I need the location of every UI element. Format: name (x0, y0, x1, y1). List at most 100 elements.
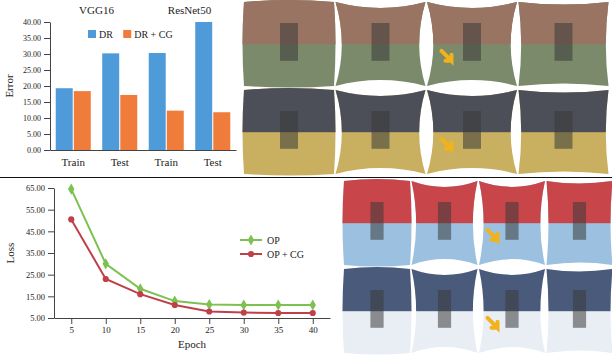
photo-object (438, 290, 451, 328)
tick-label: 30.00 (23, 50, 41, 59)
tick: 65.00 (26, 183, 54, 193)
tick: 35.00 (23, 34, 50, 43)
tick-label: 25 (205, 325, 215, 335)
group-label: VGG16 (79, 4, 114, 16)
arrow (442, 139, 452, 149)
tick-mark (48, 318, 54, 319)
marker (68, 216, 74, 222)
figure: 0.00 5.00 10.00 15.00 20.00 25.00 30.00 35.00 40… (0, 0, 612, 355)
bar (149, 53, 166, 150)
legend-marker (248, 251, 254, 257)
series (68, 183, 316, 316)
photo-ground (408, 265, 482, 355)
photo-object (555, 23, 573, 61)
tick: Test (204, 150, 222, 168)
photo (408, 265, 482, 355)
photo-ground (475, 177, 549, 269)
tick: 15 (136, 318, 146, 335)
legend-label: DR + CG (134, 29, 172, 40)
arrow (488, 230, 498, 240)
marker (172, 302, 178, 308)
marker (275, 299, 281, 310)
photo-ground (423, 0, 521, 90)
tick: 15.00 (26, 292, 54, 302)
tick-label: 35 (274, 325, 284, 335)
tick-label: 0.00 (27, 146, 41, 155)
legend: DR DR + CG (88, 29, 173, 40)
photo-object (573, 202, 586, 240)
photo-ground (475, 265, 549, 355)
photo-object (438, 202, 451, 240)
photo (240, 86, 338, 178)
photo-ground (543, 265, 612, 355)
legend-swatch (88, 30, 96, 38)
tick: 20 (171, 318, 181, 335)
photo-object (372, 111, 390, 149)
photo (332, 0, 430, 90)
tick: 5.00 (30, 313, 54, 323)
marker (103, 258, 109, 269)
tick: 10.00 (23, 114, 50, 123)
line (71, 219, 313, 313)
y-axis-line (50, 23, 51, 151)
tick: 5.00 (27, 130, 50, 139)
tick-label: Test (204, 156, 222, 168)
photo-object (505, 290, 518, 328)
axis-title: Error (3, 74, 15, 98)
tick-label: 15.00 (26, 292, 45, 302)
y-axis-line (54, 189, 55, 319)
tick-label: 30 (240, 325, 250, 335)
photo (332, 86, 430, 178)
bar (195, 22, 212, 150)
tick-label: 25.00 (26, 270, 45, 280)
photo-object (463, 23, 481, 61)
tick-mark (209, 318, 210, 324)
tick-label: 40.00 (23, 18, 41, 27)
photo-ground (515, 86, 612, 178)
photo-ground (240, 0, 338, 90)
photo (515, 0, 612, 90)
tick-label: 45.00 (26, 227, 45, 237)
photo-object (463, 111, 481, 149)
photo-ground (408, 177, 482, 269)
tick-mark (71, 318, 72, 324)
tick: 40.00 (23, 18, 50, 27)
photo (340, 265, 414, 355)
tick-mark (313, 318, 314, 324)
photo-object (280, 111, 298, 149)
photo (543, 177, 612, 269)
x-axis-line (55, 318, 331, 319)
marker (68, 183, 74, 194)
tick: 45.00 (26, 227, 54, 237)
tick-label: 20 (171, 325, 181, 335)
tick: 30.00 (23, 50, 50, 59)
bar (213, 112, 230, 150)
marker (241, 299, 247, 310)
tick-mark (44, 118, 50, 119)
tick: 35.00 (26, 248, 54, 258)
photo-object (505, 202, 518, 240)
tick-mark (44, 70, 50, 71)
tick: 20.00 (23, 82, 50, 91)
legend: OPOP + CG (240, 234, 304, 259)
axis-title: Epoch (178, 338, 207, 350)
y-axis: 5.0015.0025.0035.0045.0055.0065.00 (26, 183, 55, 323)
tick-mark (278, 318, 279, 324)
tick-label: 5.00 (27, 130, 41, 139)
separator (0, 177, 612, 178)
legend-label: DR (99, 29, 113, 40)
photo-ground (340, 265, 414, 355)
tick-label: 35.00 (26, 248, 45, 258)
photo (515, 86, 612, 178)
marker (310, 299, 316, 310)
legend-label: OP + CG (267, 249, 304, 260)
tick-label: 65.00 (26, 183, 45, 193)
tick-mark (140, 318, 141, 324)
tick-mark (48, 296, 54, 297)
photo-ground (240, 86, 338, 178)
tick-label: 20.00 (23, 82, 41, 91)
tick: Train (155, 150, 179, 168)
tick-mark (175, 318, 176, 324)
tick-mark (48, 210, 54, 211)
tick-mark (106, 318, 107, 324)
